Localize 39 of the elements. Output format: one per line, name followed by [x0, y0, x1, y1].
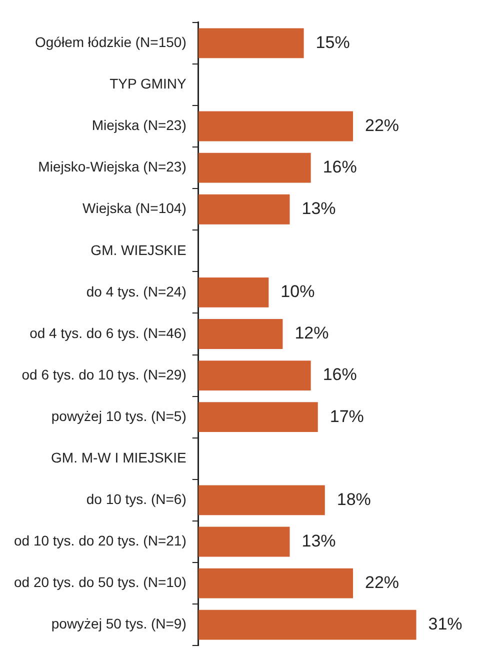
data-label: 15%	[316, 32, 350, 52]
data-label: 13%	[302, 199, 336, 218]
bar	[198, 111, 354, 142]
y-tick-label: do 10 tys. (N=6)	[86, 491, 186, 508]
bar	[198, 319, 283, 349]
bar	[198, 28, 304, 58]
bar	[198, 402, 318, 432]
y-tick-label: Ogółem łódzkie (N=150)	[35, 34, 186, 50]
bar	[198, 610, 416, 640]
data-label: 18%	[336, 490, 371, 509]
data-label: 16%	[322, 158, 357, 176]
y-tick-label: powyżej 10 tys. (N=5)	[51, 408, 186, 424]
y-tick-label: Miejsko-Wiejska (N=23)	[38, 158, 186, 175]
y-tick-label: GM. M-W I MIEJSKIE	[51, 450, 186, 466]
data-label: 13%	[302, 531, 336, 550]
y-tick-label: Miejska (N=23)	[92, 117, 186, 134]
y-tick-label: od 10 tys. do 20 tys. (N=21)	[14, 532, 186, 549]
y-tick-label: od 4 tys. do 6 tys. (N=46)	[30, 324, 186, 341]
y-tick-label: od 6 tys. do 10 tys. (N=29)	[22, 366, 186, 382]
data-label: 22%	[365, 116, 400, 135]
bar	[198, 360, 311, 391]
y-tick-label: GM. WIEJSKIE	[90, 242, 186, 258]
data-label: 31%	[428, 614, 462, 634]
bar	[198, 194, 290, 224]
y-tick-label: powyżej 50 tys. (N=9)	[51, 616, 186, 632]
data-label: 22%	[365, 572, 400, 592]
y-tick-label: Wiejska (N=104)	[82, 200, 186, 216]
data-label: 17%	[330, 406, 364, 426]
y-tick-label: TYP GMINY	[110, 76, 188, 92]
y-tick-label: od 20 tys. do 50 tys. (N=10)	[14, 574, 186, 590]
bar	[198, 568, 354, 598]
y-tick-label: do 4 tys. (N=24)	[86, 283, 186, 300]
data-label: 10%	[280, 282, 315, 302]
data-label: 12%	[294, 324, 329, 343]
bar	[198, 526, 290, 557]
data-label: 16%	[322, 365, 357, 384]
bar	[198, 152, 311, 183]
bar	[198, 277, 269, 308]
bar	[198, 485, 325, 516]
